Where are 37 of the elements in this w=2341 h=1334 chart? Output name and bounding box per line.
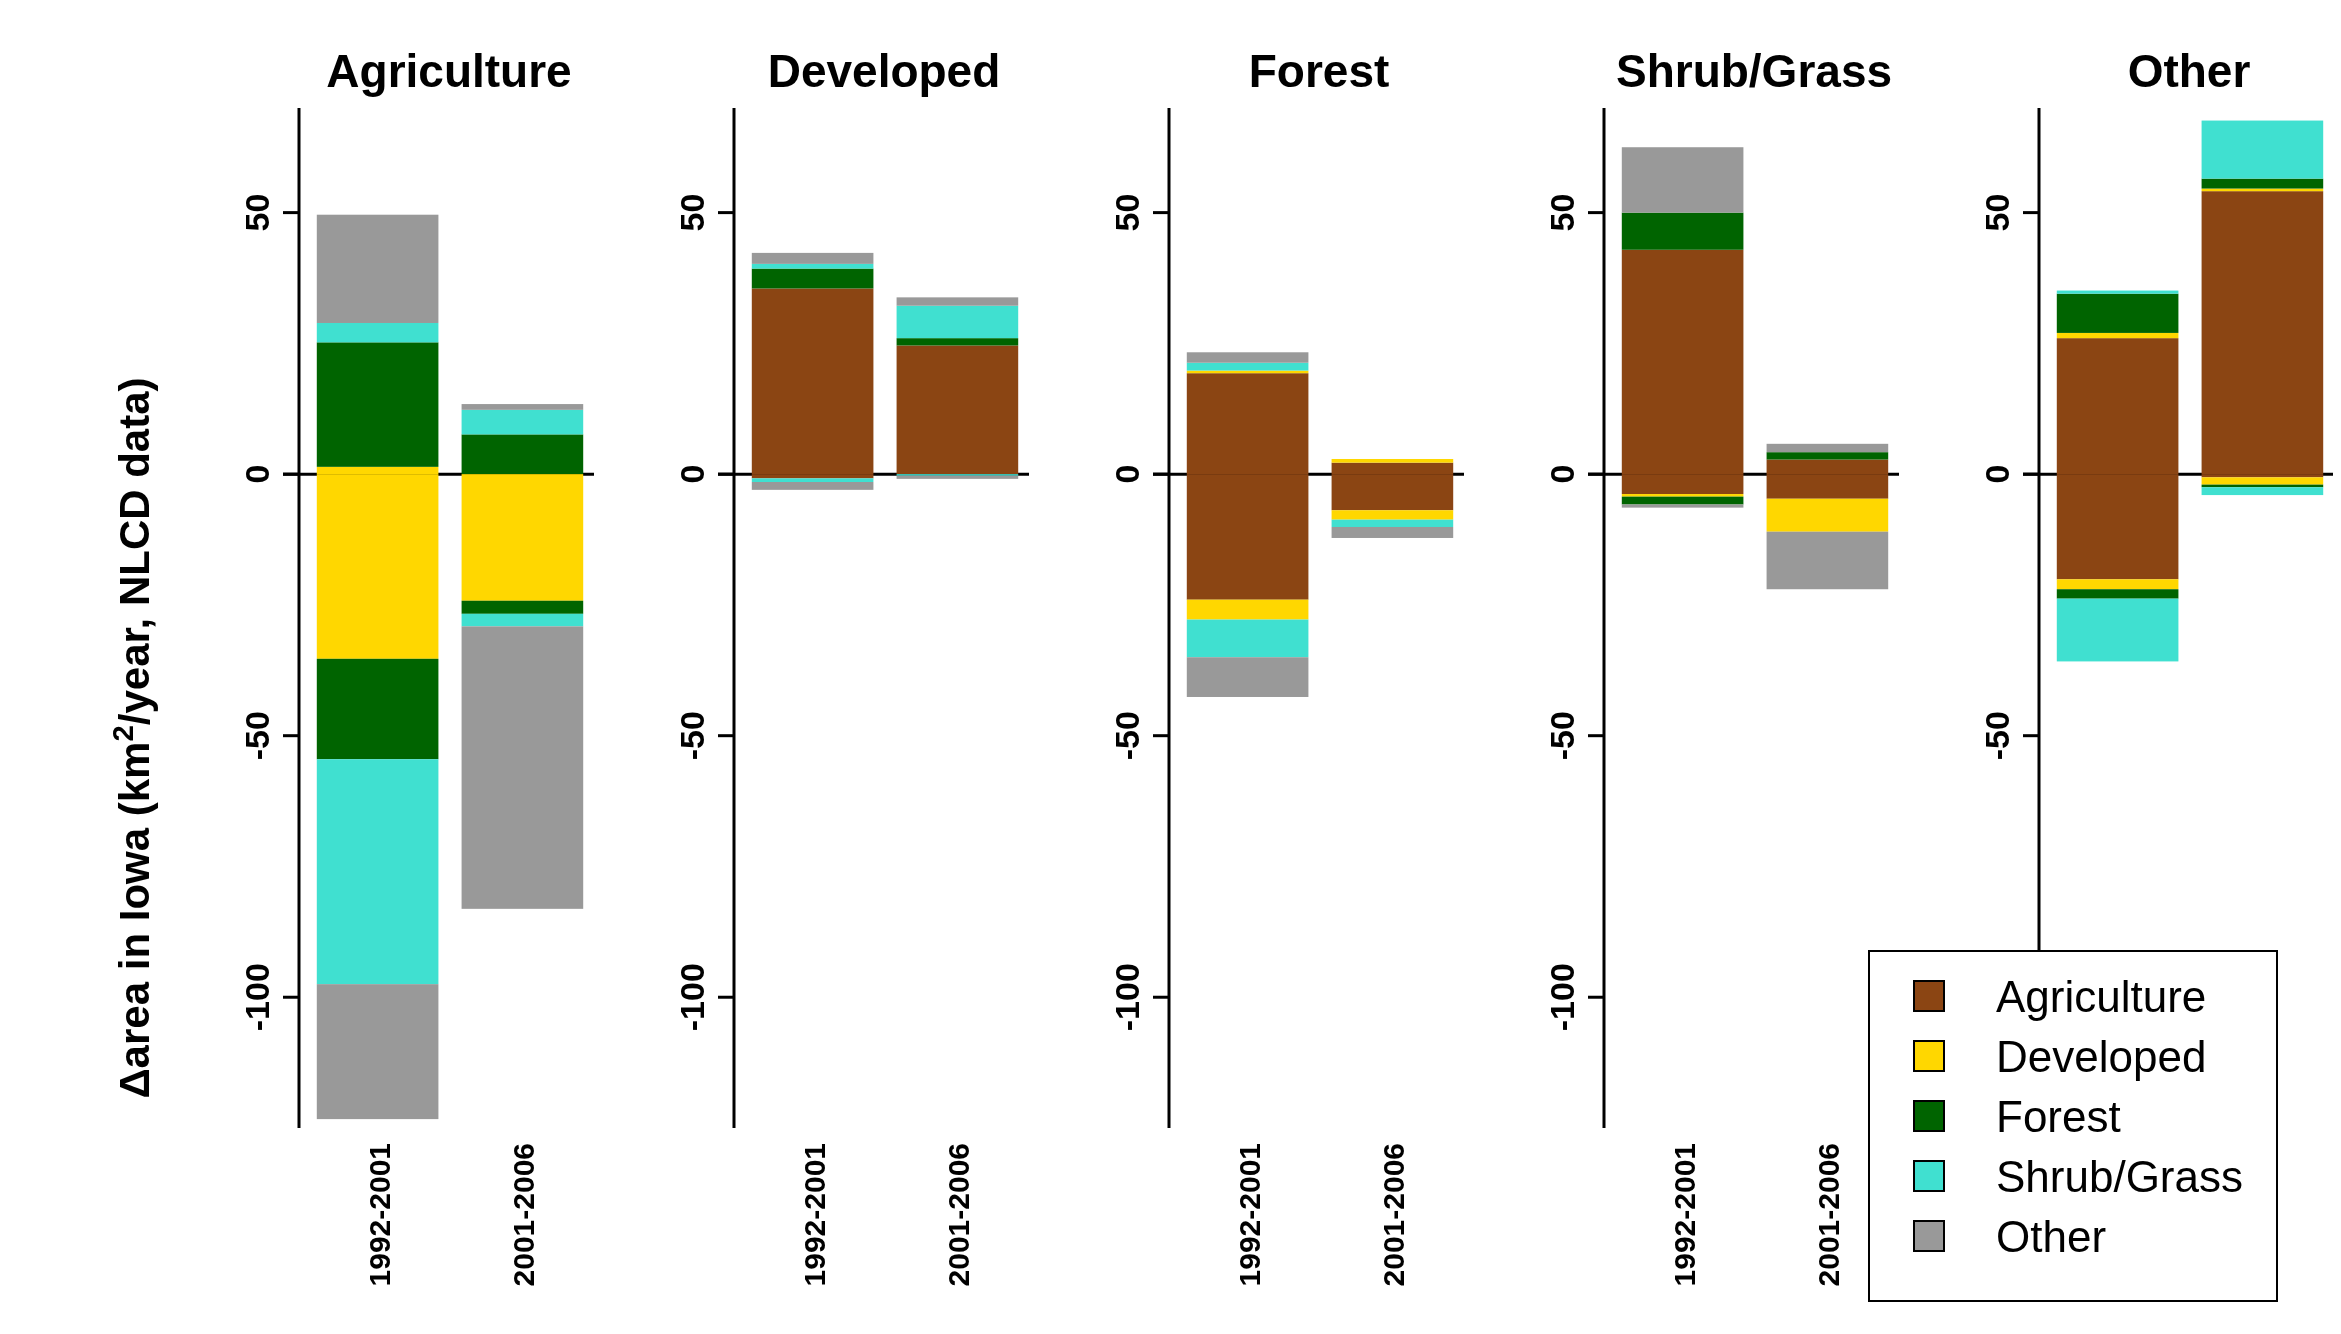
x-tick-label: 2001-2006 [507,1143,541,1287]
legend-label: Other [1996,1211,2107,1261]
x-tick-label: 1992-2001 [362,1143,396,1287]
x-tick-label: 2001-2006 [1377,1143,1411,1287]
y-tick-label: -100 [1108,963,1146,1032]
y-tick-label: -100 [673,963,711,1032]
x-tick-label: 2001-2006 [1812,1143,1846,1287]
chart-title: Shrub/Grass [1615,45,1893,97]
y-tick-label: 0 [673,464,711,484]
y-tick-label: 0 [238,464,276,484]
y-tick-label: 50 [1543,193,1581,232]
y-tick-label: 50 [673,193,711,232]
y-tick-label: -50 [1978,711,2016,761]
y-tick-label: 50 [238,193,276,232]
chart-title: Developed [767,45,1001,97]
chart-title: Other [2127,45,2251,97]
legend-label: Forest [1996,1091,2121,1141]
chart-title: Agriculture [326,45,572,97]
y-tick-label: -100 [1543,963,1581,1032]
x-tick-label: 1992-2001 [1232,1143,1266,1287]
y-tick-label: 50 [1108,193,1146,232]
chart-title: Forest [1248,45,1390,97]
y-tick-label: 50 [1978,193,2016,232]
y-tick-label: 0 [1543,464,1581,484]
y-tick-label: -50 [1543,711,1581,761]
x-tick-label: 2001-2006 [942,1143,976,1287]
y-tick-label: -50 [673,711,711,761]
y-tick-label: -100 [238,963,276,1032]
y-tick-label: 0 [1978,464,2016,484]
y-tick-label: -50 [238,711,276,761]
legend-label: Shrub/Grass [1996,1151,2243,1201]
legend-label: Developed [1996,1031,2207,1081]
y-tick-label: -50 [1108,711,1146,761]
x-tick-label: 1992-2001 [797,1143,831,1287]
x-tick-label: 1992-2001 [1667,1143,1701,1287]
legend-label: Agriculture [1996,971,2207,1021]
y-tick-label: 0 [1108,464,1146,484]
